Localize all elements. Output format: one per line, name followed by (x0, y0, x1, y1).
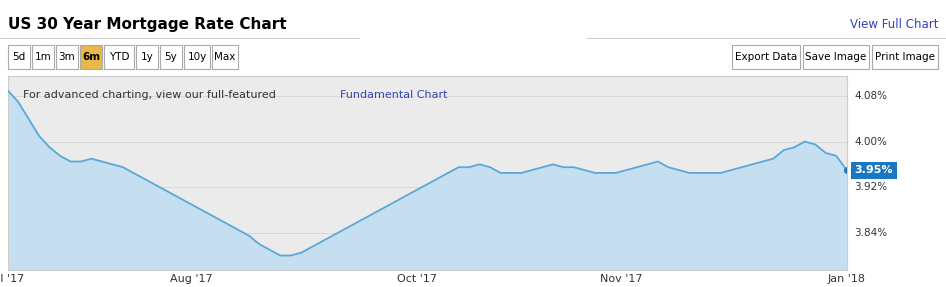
Text: 3m: 3m (59, 52, 76, 62)
Text: YTD: YTD (109, 52, 130, 62)
Text: 3.95%: 3.95% (854, 165, 893, 175)
Text: 6m: 6m (82, 52, 100, 62)
FancyBboxPatch shape (160, 45, 182, 69)
FancyBboxPatch shape (184, 45, 210, 69)
Text: 5y: 5y (165, 52, 178, 62)
Text: Print Image: Print Image (875, 52, 935, 62)
FancyBboxPatch shape (872, 45, 938, 69)
FancyBboxPatch shape (732, 45, 800, 69)
FancyBboxPatch shape (803, 45, 869, 69)
Text: 4.08%: 4.08% (854, 91, 887, 101)
Text: 3.92%: 3.92% (854, 182, 887, 192)
Text: Export Data: Export Data (735, 52, 797, 62)
FancyBboxPatch shape (212, 45, 238, 69)
Text: 4.00%: 4.00% (854, 137, 887, 147)
Text: US 30 Year Mortgage Rate Chart: US 30 Year Mortgage Rate Chart (8, 17, 287, 32)
Text: 1y: 1y (141, 52, 153, 62)
Text: 10y: 10y (187, 52, 206, 62)
FancyBboxPatch shape (56, 45, 78, 69)
FancyBboxPatch shape (32, 45, 54, 69)
Text: Max: Max (215, 52, 236, 62)
Text: For advanced charting, view our full-featured: For advanced charting, view our full-fea… (23, 90, 279, 100)
FancyBboxPatch shape (136, 45, 158, 69)
Text: View Full Chart: View Full Chart (850, 18, 938, 31)
Text: 5d: 5d (12, 52, 26, 62)
Text: Fundamental Chart: Fundamental Chart (340, 90, 447, 100)
FancyBboxPatch shape (80, 45, 102, 69)
Text: 3.84%: 3.84% (854, 228, 887, 238)
Text: 1m: 1m (35, 52, 51, 62)
FancyBboxPatch shape (8, 45, 30, 69)
Text: Save Image: Save Image (805, 52, 867, 62)
FancyBboxPatch shape (104, 45, 134, 69)
